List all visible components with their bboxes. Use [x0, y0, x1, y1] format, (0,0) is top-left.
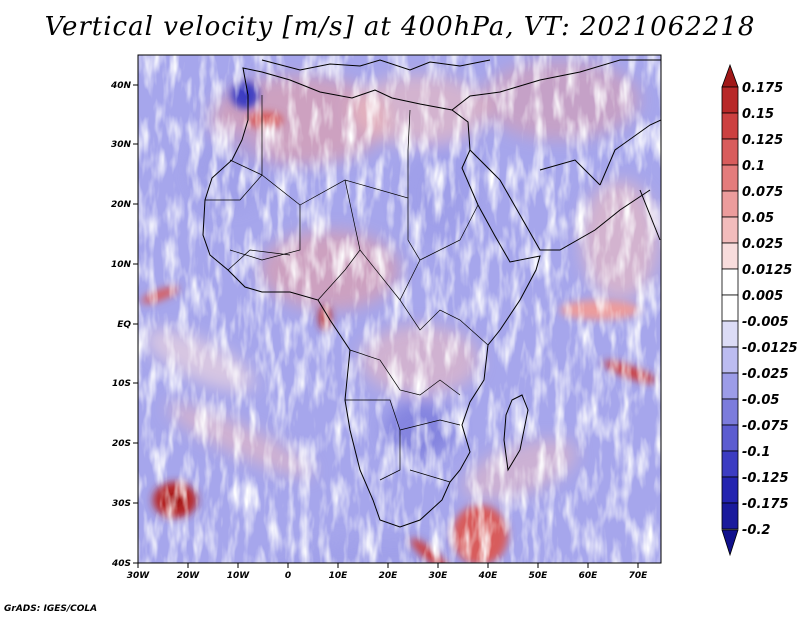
lat-tick-label: 20S: [112, 439, 131, 449]
colorbar-cell: [721, 86, 739, 114]
lat-axis: 40N 30N 20N 10N EQ 10S 20S 30S 40S: [110, 81, 132, 569]
lon-tick-label: 20E: [379, 571, 399, 581]
lon-tick-label: 10E: [329, 571, 349, 581]
colorbar-label: -0.175: [742, 497, 789, 512]
colorbar-top-arrow: [721, 63, 739, 88]
colorbar-label: -0.1: [742, 445, 770, 460]
colorbar-label: -0.0125: [742, 341, 798, 356]
lon-tick-label: 30W: [127, 571, 151, 581]
colorbar-label: 0.075: [742, 185, 783, 200]
colorbar-bottom-arrow: [721, 529, 739, 557]
velocity-field: [138, 55, 661, 563]
colorbar-label: 0.0125: [742, 263, 792, 278]
colorbar-label: 0.025: [742, 237, 783, 252]
colorbar-label: 0.125: [742, 133, 783, 148]
colorbar-label: -0.075: [742, 419, 789, 434]
colorbar-cell: [721, 216, 739, 244]
grads-credit: GrADS: IGES/COLA: [4, 604, 98, 614]
lon-tick-label: 70E: [629, 571, 649, 581]
colorbar: 0.175 0.15 0.125 0.1 0.075 0.05 0.025 0.…: [721, 63, 798, 557]
colorbar-cell: [721, 398, 739, 426]
lon-axis: 30W 20W 10W 0 10E 20E 30E 40E 50E 60E 70…: [127, 571, 648, 581]
colorbar-cell: [721, 502, 739, 530]
colorbar-cell: [721, 164, 739, 192]
colorbar-label: -0.2: [742, 523, 770, 538]
lon-tick-label: 30E: [429, 571, 449, 581]
lat-tick-label: 30N: [111, 140, 132, 150]
colorbar-cell: [721, 268, 739, 296]
colorbar-label: -0.05: [742, 393, 779, 408]
colorbar-cell: [721, 320, 739, 348]
colorbar-cell: [721, 138, 739, 166]
lon-tick-label: 60E: [579, 571, 599, 581]
lon-tick-label: 40E: [478, 571, 499, 581]
colorbar-cell: [721, 424, 739, 452]
lon-tick-label: 0: [285, 571, 291, 581]
lon-tick-label: 10W: [227, 571, 251, 581]
colorbar-label: -0.005: [742, 315, 789, 330]
colorbar-label: 0.05: [742, 211, 774, 226]
colorbar-label: 0.005: [742, 289, 783, 304]
axis-ticks: [133, 84, 639, 568]
chart-title: Vertical velocity [m/s] at 400hPa, VT: 2…: [44, 12, 756, 42]
colorbar-cell: [721, 476, 739, 504]
colorbar-label: -0.125: [742, 471, 789, 486]
lat-tick-label: EQ: [117, 320, 131, 330]
country-borders: [205, 95, 489, 483]
lat-tick-label: 30S: [112, 499, 131, 509]
colorbar-label: -0.025: [742, 367, 789, 382]
colorbar-cell: [721, 372, 739, 400]
lat-tick-label: 40N: [110, 81, 132, 91]
colorbar-cell: [721, 346, 739, 374]
lat-tick-label: 10S: [112, 379, 131, 389]
colorbar-cell: [721, 294, 739, 322]
colorbar-label: 0.15: [742, 107, 774, 122]
lat-tick-label: 10N: [111, 260, 132, 270]
colorbar-cell: [721, 242, 739, 270]
colorbar-label: 0.1: [742, 159, 765, 174]
colorbar-cell: [721, 112, 739, 140]
coastlines: [202, 59, 661, 528]
colorbar-cell: [721, 190, 739, 218]
map-frame: [137, 54, 662, 564]
lon-tick-label: 50E: [529, 571, 549, 581]
lat-tick-label: 40S: [111, 559, 131, 569]
lat-tick-label: 20N: [111, 200, 132, 210]
colorbar-cell: [721, 450, 739, 478]
colorbar-label: 0.175: [742, 81, 783, 96]
lon-tick-label: 20W: [177, 571, 201, 581]
